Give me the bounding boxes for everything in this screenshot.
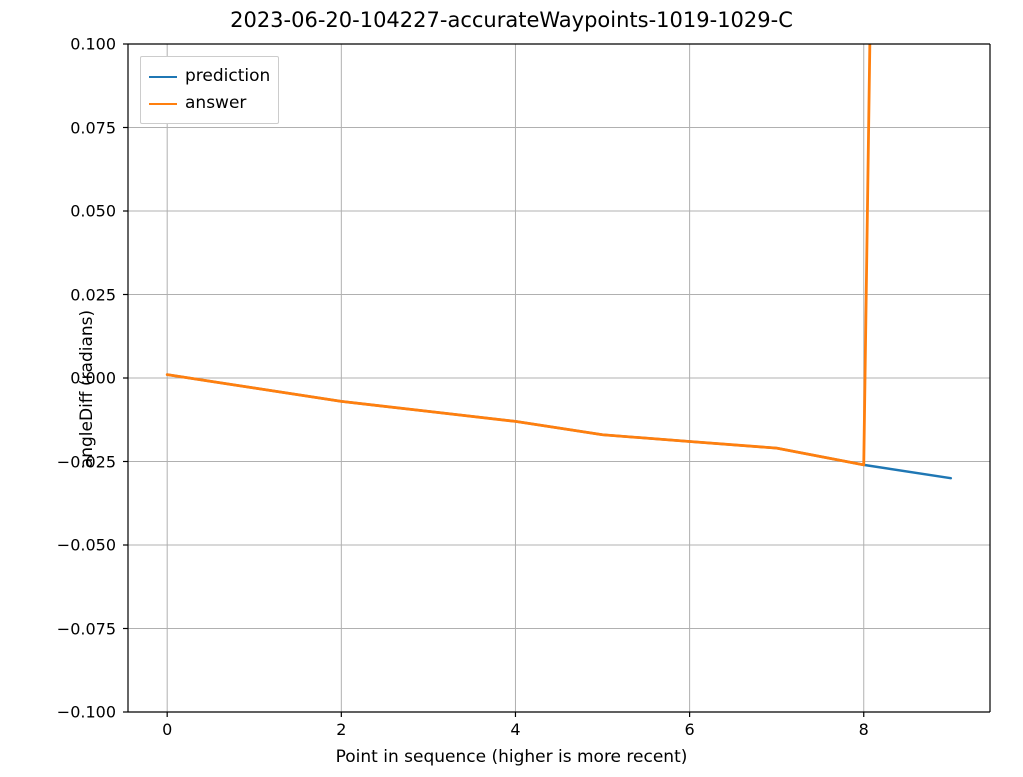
plot-svg xyxy=(128,44,990,712)
y-tick-label: 0.100 xyxy=(56,35,116,54)
chart-figure: 2023-06-20-104227-accurateWaypoints-1019… xyxy=(0,0,1023,777)
y-tick-label: −0.100 xyxy=(56,703,116,722)
y-tick-label: −0.075 xyxy=(56,619,116,638)
y-tick-label: −0.050 xyxy=(56,536,116,555)
legend-swatch xyxy=(149,103,177,105)
y-tick-label: 0.025 xyxy=(56,285,116,304)
x-tick-label: 8 xyxy=(859,720,869,739)
y-axis-label: angleDiff (radians) xyxy=(77,309,97,467)
legend-item: prediction xyxy=(149,63,270,90)
y-tick-label: 0.050 xyxy=(56,202,116,221)
series-prediction xyxy=(167,375,951,479)
chart-title: 2023-06-20-104227-accurateWaypoints-1019… xyxy=(0,8,1023,32)
y-tick-label: −0.025 xyxy=(56,452,116,471)
x-axis-label: Point in sequence (higher is more recent… xyxy=(0,747,1023,767)
legend-label: prediction xyxy=(185,63,270,90)
y-tick-label: 0.000 xyxy=(56,369,116,388)
x-tick-label: 2 xyxy=(336,720,346,739)
x-tick-label: 6 xyxy=(685,720,695,739)
x-tick-label: 4 xyxy=(510,720,520,739)
y-tick-label: 0.075 xyxy=(56,118,116,137)
legend-item: answer xyxy=(149,90,270,117)
legend-swatch xyxy=(149,76,177,78)
plot-area xyxy=(128,44,990,712)
x-tick-label: 0 xyxy=(162,720,172,739)
legend: predictionanswer xyxy=(140,56,279,124)
legend-label: answer xyxy=(185,90,246,117)
